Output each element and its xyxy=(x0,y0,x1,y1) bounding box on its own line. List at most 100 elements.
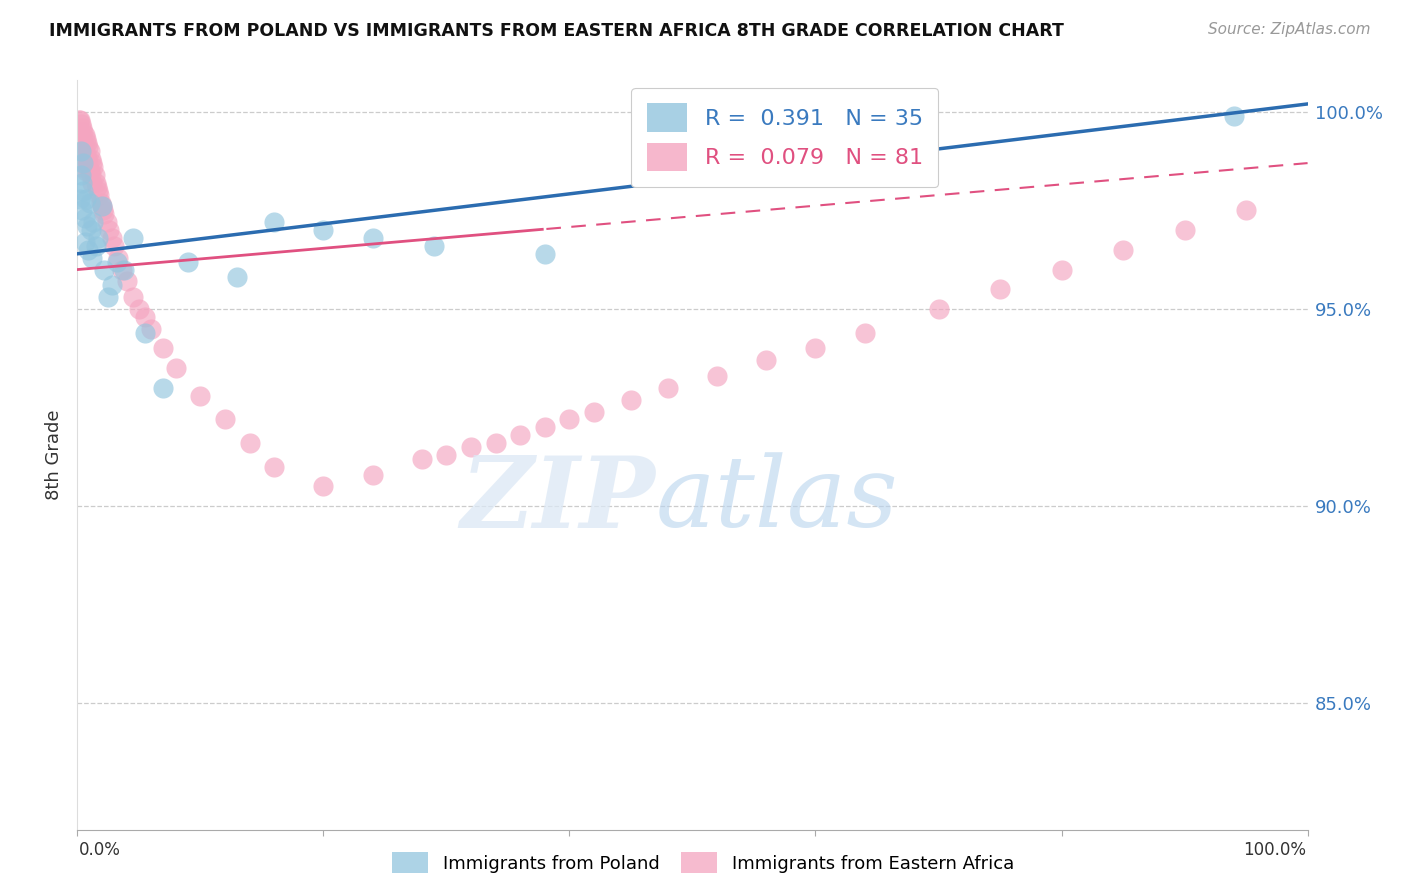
Point xyxy=(460,440,482,454)
Point xyxy=(1223,109,1246,123)
Point xyxy=(75,164,97,178)
Point xyxy=(928,301,950,316)
Point xyxy=(69,112,91,127)
Text: 0.0%: 0.0% xyxy=(79,841,121,859)
Point xyxy=(77,140,100,154)
Point xyxy=(115,274,138,288)
Point xyxy=(853,326,876,340)
Point xyxy=(558,412,581,426)
Point xyxy=(70,132,93,146)
Point xyxy=(82,176,104,190)
Point xyxy=(141,322,163,336)
Point xyxy=(83,168,105,182)
Y-axis label: 8th Grade: 8th Grade xyxy=(45,409,63,500)
Point xyxy=(69,128,91,143)
Point xyxy=(312,223,335,237)
Point xyxy=(423,239,446,253)
Point xyxy=(73,211,96,226)
Point xyxy=(485,436,508,450)
Point xyxy=(80,168,103,182)
Legend: Immigrants from Poland, Immigrants from Eastern Africa: Immigrants from Poland, Immigrants from … xyxy=(385,845,1021,880)
Point xyxy=(509,428,531,442)
Point xyxy=(72,124,94,138)
Point xyxy=(72,136,94,151)
Point xyxy=(165,361,187,376)
Point xyxy=(101,231,124,245)
Point xyxy=(97,290,120,304)
Point xyxy=(70,148,93,162)
Point xyxy=(152,342,174,356)
Point xyxy=(226,270,249,285)
Point xyxy=(361,231,384,245)
Point xyxy=(111,262,132,277)
Point xyxy=(134,310,156,324)
Point xyxy=(77,243,100,257)
Point xyxy=(214,412,236,426)
Point xyxy=(82,156,104,170)
Point xyxy=(76,136,98,151)
Point xyxy=(80,152,103,166)
Point xyxy=(411,451,433,466)
Point xyxy=(67,124,90,138)
Point xyxy=(128,301,150,316)
Text: ZIP: ZIP xyxy=(461,451,655,548)
Text: 100.0%: 100.0% xyxy=(1243,841,1306,859)
Point xyxy=(93,262,115,277)
Point xyxy=(1234,203,1257,218)
Point xyxy=(361,467,384,482)
Text: atlas: atlas xyxy=(655,452,898,548)
Point xyxy=(76,152,98,166)
Point xyxy=(107,251,129,265)
Point xyxy=(79,145,101,159)
Point xyxy=(89,187,111,202)
Point xyxy=(263,215,285,229)
Point xyxy=(90,199,114,213)
Point xyxy=(93,207,115,221)
Point xyxy=(1112,243,1135,257)
Point xyxy=(73,140,96,154)
Point xyxy=(79,164,101,178)
Point xyxy=(583,404,606,418)
Point xyxy=(91,203,114,218)
Point xyxy=(72,152,94,166)
Point xyxy=(90,195,112,210)
Point xyxy=(1050,262,1073,277)
Point xyxy=(69,192,91,206)
Point xyxy=(98,223,121,237)
Point xyxy=(988,282,1011,296)
Point xyxy=(239,436,262,450)
Point xyxy=(73,156,96,170)
Legend: R =  0.391   N = 35, R =  0.079   N = 81: R = 0.391 N = 35, R = 0.079 N = 81 xyxy=(631,87,938,187)
Point xyxy=(134,326,156,340)
Point xyxy=(1174,223,1197,237)
Point xyxy=(70,176,93,190)
Point xyxy=(121,231,143,245)
Point xyxy=(534,420,557,434)
Point xyxy=(263,459,285,474)
Point xyxy=(75,192,97,206)
Point xyxy=(70,168,93,182)
Point xyxy=(534,247,557,261)
Point xyxy=(69,145,91,159)
Point xyxy=(86,179,108,194)
Point xyxy=(103,239,125,253)
Point xyxy=(436,448,458,462)
Point xyxy=(188,389,212,403)
Point xyxy=(755,353,778,368)
Point xyxy=(75,148,97,162)
Point xyxy=(152,381,174,395)
Point xyxy=(90,199,114,213)
Point xyxy=(96,215,118,229)
Point xyxy=(82,251,104,265)
Point xyxy=(70,120,93,135)
Point xyxy=(70,145,93,159)
Point xyxy=(70,117,93,131)
Point xyxy=(312,479,335,493)
Point xyxy=(67,140,90,154)
Point xyxy=(620,392,643,407)
Point xyxy=(73,235,96,249)
Text: Source: ZipAtlas.com: Source: ZipAtlas.com xyxy=(1208,22,1371,37)
Point xyxy=(82,160,104,174)
Point xyxy=(804,342,827,356)
Point xyxy=(87,231,110,245)
